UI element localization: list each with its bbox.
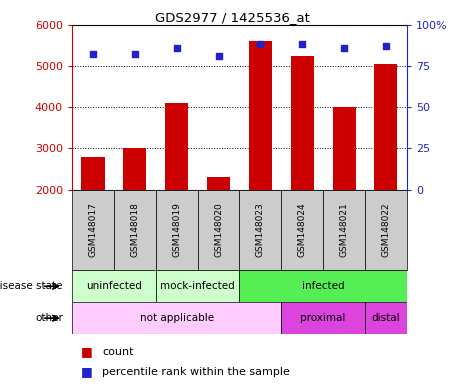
- Bar: [72, 302, 281, 334]
- Bar: [239, 270, 407, 302]
- Bar: [365, 302, 407, 334]
- Text: infected: infected: [302, 281, 345, 291]
- Text: GSM148019: GSM148019: [172, 203, 181, 257]
- Bar: [374, 64, 398, 272]
- Bar: [81, 157, 105, 272]
- Text: distal: distal: [372, 313, 400, 323]
- Bar: [156, 270, 239, 302]
- Text: GSM148021: GSM148021: [339, 203, 349, 257]
- Text: disease state: disease state: [0, 281, 63, 291]
- Bar: [165, 103, 188, 272]
- Bar: [323, 190, 365, 270]
- Bar: [72, 270, 156, 302]
- Bar: [332, 107, 356, 272]
- Bar: [72, 190, 114, 270]
- Text: proximal: proximal: [300, 313, 346, 323]
- Point: [215, 53, 222, 59]
- Bar: [249, 41, 272, 272]
- Point: [257, 41, 264, 48]
- Text: uninfected: uninfected: [86, 281, 142, 291]
- Text: mock-infected: mock-infected: [160, 281, 235, 291]
- Text: GSM148024: GSM148024: [298, 203, 307, 257]
- Text: ■: ■: [81, 345, 93, 358]
- Bar: [281, 190, 323, 270]
- Bar: [156, 190, 198, 270]
- Text: GSM148020: GSM148020: [214, 203, 223, 257]
- Text: GSM148018: GSM148018: [130, 203, 140, 257]
- Point: [382, 43, 390, 49]
- Bar: [114, 190, 156, 270]
- Point: [173, 45, 180, 51]
- Point: [131, 51, 139, 57]
- Point: [89, 51, 97, 57]
- Bar: [291, 56, 314, 272]
- Text: not applicable: not applicable: [140, 313, 214, 323]
- Text: GDS2977 / 1425536_at: GDS2977 / 1425536_at: [155, 12, 310, 25]
- Text: GSM148023: GSM148023: [256, 203, 265, 257]
- Text: GSM148022: GSM148022: [381, 203, 391, 257]
- Text: percentile rank within the sample: percentile rank within the sample: [102, 366, 290, 377]
- Point: [340, 45, 348, 51]
- Text: count: count: [102, 346, 134, 357]
- Text: GSM148017: GSM148017: [88, 203, 98, 257]
- Text: ■: ■: [81, 365, 93, 378]
- Bar: [207, 177, 230, 272]
- Bar: [198, 190, 239, 270]
- Text: other: other: [35, 313, 63, 323]
- Point: [299, 41, 306, 48]
- Bar: [239, 190, 281, 270]
- Bar: [281, 302, 365, 334]
- Bar: [123, 149, 146, 272]
- Bar: [365, 190, 407, 270]
